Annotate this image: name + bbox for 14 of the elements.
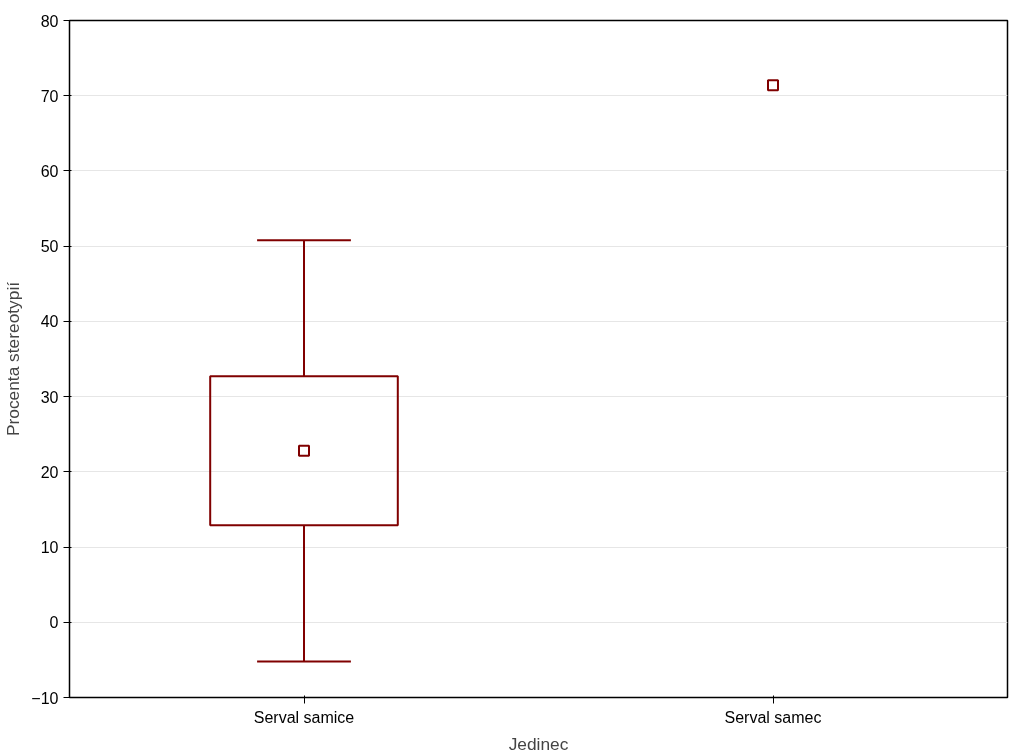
y-tick-label: 50 — [40, 238, 59, 256]
y-tick-label: 20 — [40, 463, 59, 481]
y-tick-label: 60 — [40, 162, 59, 180]
x-axis-title: Jedinec — [508, 733, 569, 754]
x-tick-label: Serval samice — [253, 708, 355, 726]
y-tick-label: 70 — [40, 87, 59, 105]
y-axis-title: Procenta stereotypií — [3, 281, 24, 437]
y-tick-label: 40 — [40, 313, 59, 331]
y-tick-label: 30 — [40, 388, 59, 406]
y-tick-label: 80 — [40, 12, 59, 30]
y-tick-label: 10 — [40, 539, 59, 557]
y-tick-label: 0 — [49, 614, 59, 632]
y-tick-label: −10 — [31, 689, 59, 707]
x-tick-label: Serval samec — [724, 708, 822, 726]
